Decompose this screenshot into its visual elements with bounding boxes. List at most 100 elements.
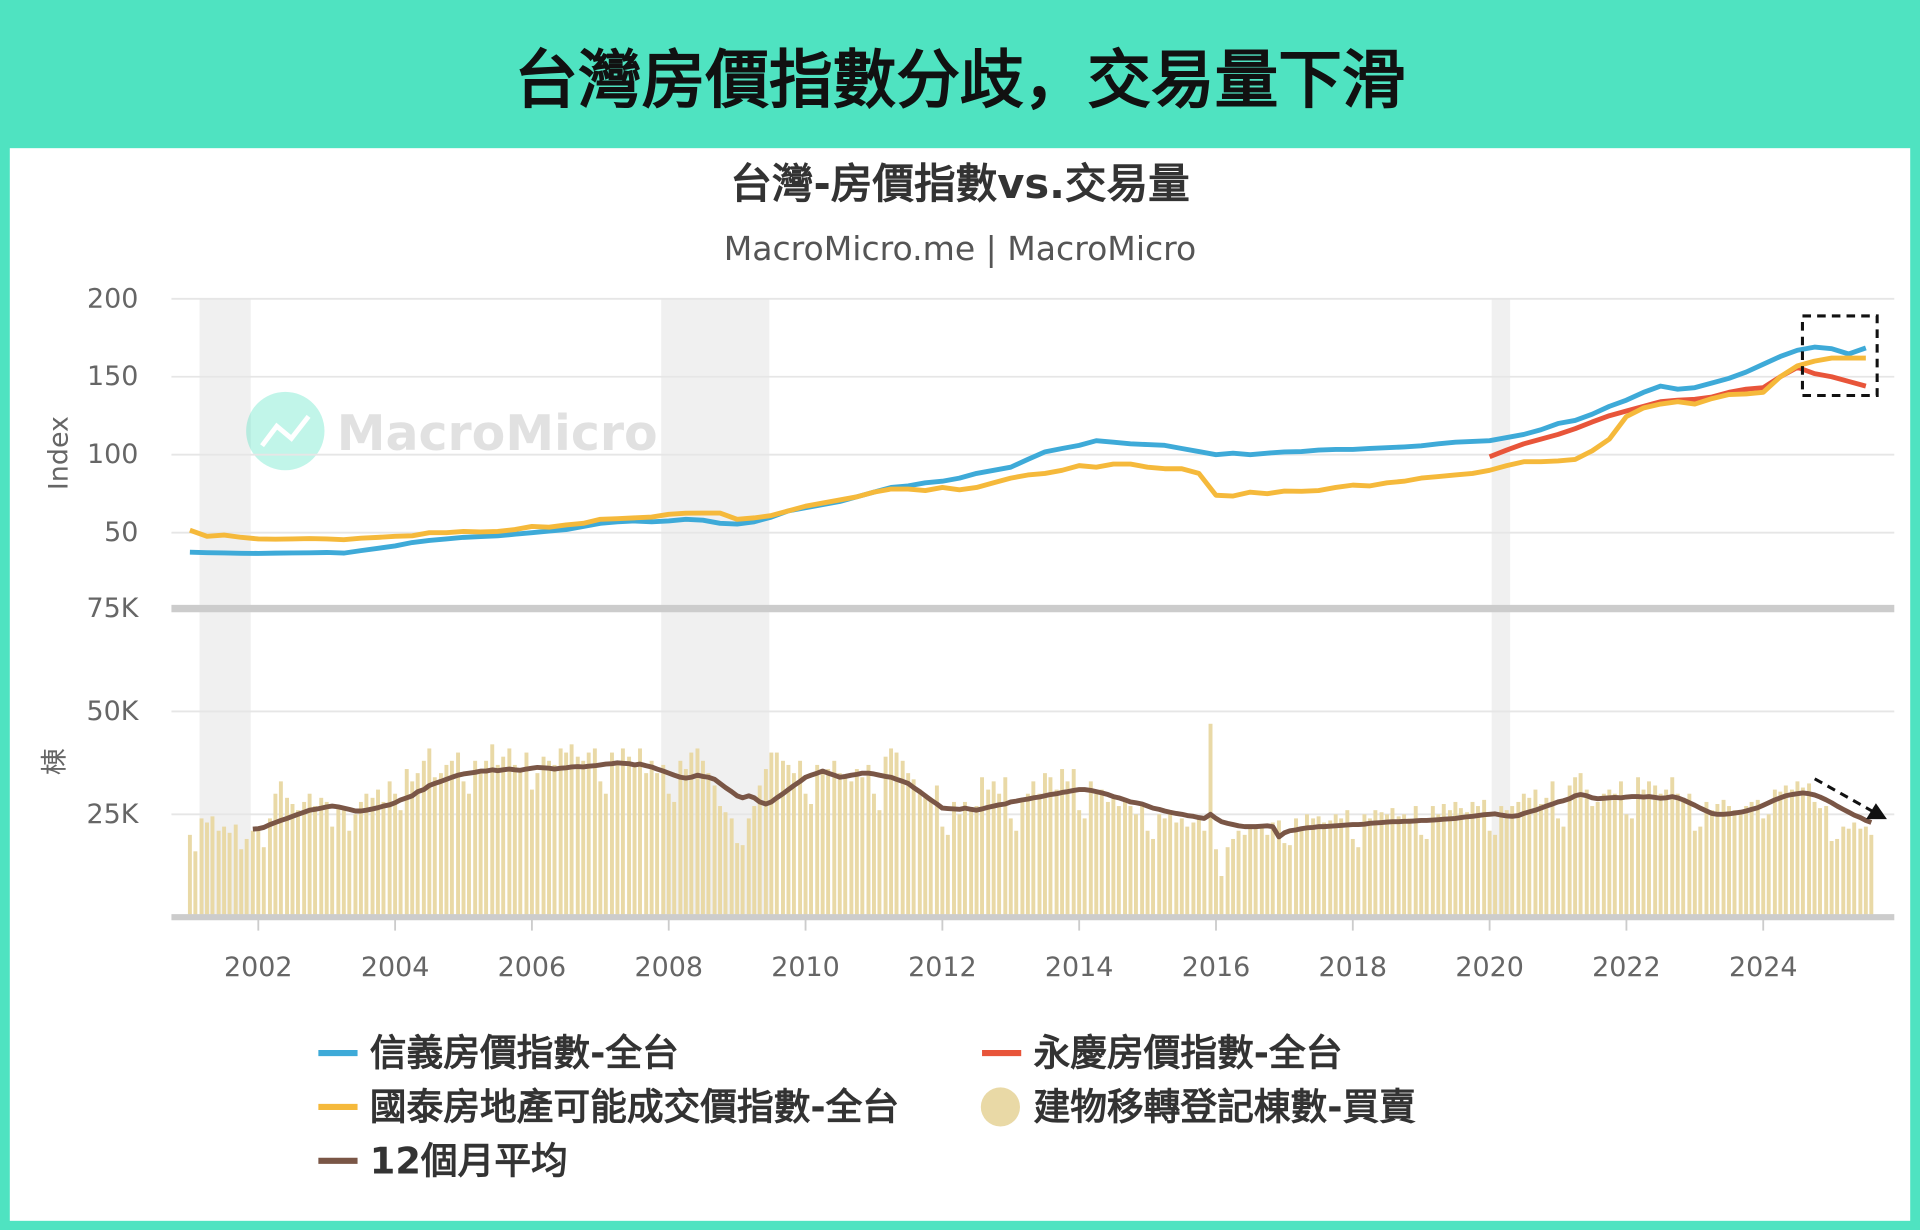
bar xyxy=(193,851,198,918)
bar xyxy=(781,760,785,918)
bar xyxy=(974,806,979,918)
bar xyxy=(1419,834,1424,918)
bar xyxy=(1077,810,1082,918)
bar xyxy=(387,781,392,918)
bar xyxy=(467,793,471,918)
bar xyxy=(1818,808,1822,918)
bar xyxy=(336,806,341,918)
bar xyxy=(261,847,266,918)
chart-title: 台灣-房價指數vs.交易量 xyxy=(730,159,1190,208)
bar xyxy=(1441,804,1446,918)
bar xyxy=(524,752,529,918)
bar xyxy=(233,824,238,918)
bar xyxy=(564,752,569,918)
bar xyxy=(980,777,984,918)
x-tick-label: 2018 xyxy=(1319,952,1388,983)
bar xyxy=(1162,818,1167,918)
bar xyxy=(815,764,820,918)
bar xyxy=(1054,789,1059,918)
bar xyxy=(735,843,740,918)
bar xyxy=(1116,806,1121,918)
bar xyxy=(341,810,346,918)
bar xyxy=(1715,804,1720,918)
bar xyxy=(1612,793,1617,918)
bar xyxy=(883,756,888,918)
x-tick-label: 2024 xyxy=(1729,952,1798,983)
bar xyxy=(1510,806,1515,918)
bar xyxy=(358,801,363,918)
bar xyxy=(222,826,227,918)
bar xyxy=(763,769,768,918)
bar xyxy=(689,752,694,918)
bar xyxy=(1322,822,1327,918)
bar xyxy=(1607,789,1612,918)
bar xyxy=(866,764,871,918)
bar xyxy=(1709,810,1714,918)
bar xyxy=(404,769,409,918)
bar xyxy=(1727,806,1731,918)
x-tick-label: 2012 xyxy=(908,952,977,983)
bar xyxy=(592,748,597,918)
watermark-logo-icon xyxy=(260,414,311,448)
bar xyxy=(700,760,705,918)
x-tick-label: 2022 xyxy=(1592,952,1661,983)
bar xyxy=(1174,822,1179,918)
bar xyxy=(449,760,454,918)
series-line xyxy=(189,344,1867,556)
bar xyxy=(1185,826,1190,918)
bar xyxy=(1812,801,1817,918)
bar xyxy=(1863,826,1868,918)
watermark-text: MacroMicro xyxy=(337,405,658,462)
bar xyxy=(529,789,534,918)
bar xyxy=(569,744,574,918)
bar xyxy=(1014,830,1019,918)
bar xyxy=(1316,816,1321,918)
bar xyxy=(370,797,375,918)
bar xyxy=(1846,828,1851,918)
legend-label: 建物移轉登記棟數-買賣 xyxy=(1033,1085,1416,1128)
bar xyxy=(1287,845,1292,918)
bar xyxy=(547,760,551,918)
bar xyxy=(832,760,837,918)
bar xyxy=(1225,847,1230,918)
bar xyxy=(353,814,358,918)
bar xyxy=(1037,793,1042,918)
bar xyxy=(558,748,563,918)
bar xyxy=(1276,820,1281,918)
bar xyxy=(712,785,717,918)
bar xyxy=(803,793,808,918)
bar xyxy=(1487,830,1492,918)
bar xyxy=(319,797,324,918)
bar xyxy=(1504,810,1509,918)
bar xyxy=(1123,799,1127,918)
bar xyxy=(1385,814,1389,918)
bar xyxy=(786,764,791,918)
bar xyxy=(757,785,762,918)
bar xyxy=(1333,814,1338,918)
bar xyxy=(934,785,939,918)
bar xyxy=(1043,773,1047,918)
bar xyxy=(1841,826,1846,918)
bar xyxy=(1499,806,1504,918)
bar xyxy=(256,826,261,918)
bar xyxy=(1025,793,1030,918)
bar xyxy=(1236,830,1241,918)
bar xyxy=(586,752,591,918)
bar xyxy=(1550,781,1555,918)
bar xyxy=(1567,785,1572,918)
bar xyxy=(991,781,996,918)
bar xyxy=(969,810,974,918)
bar xyxy=(1082,818,1087,918)
bar xyxy=(1407,818,1412,918)
bar xyxy=(267,818,272,918)
bar xyxy=(923,793,928,918)
y-tick-label: 50 xyxy=(104,517,138,548)
bar xyxy=(1231,838,1236,918)
bar xyxy=(798,760,803,918)
bar xyxy=(1778,791,1783,918)
bar xyxy=(1396,816,1401,918)
x-tick-label: 2002 xyxy=(224,952,293,983)
bar xyxy=(415,773,420,918)
